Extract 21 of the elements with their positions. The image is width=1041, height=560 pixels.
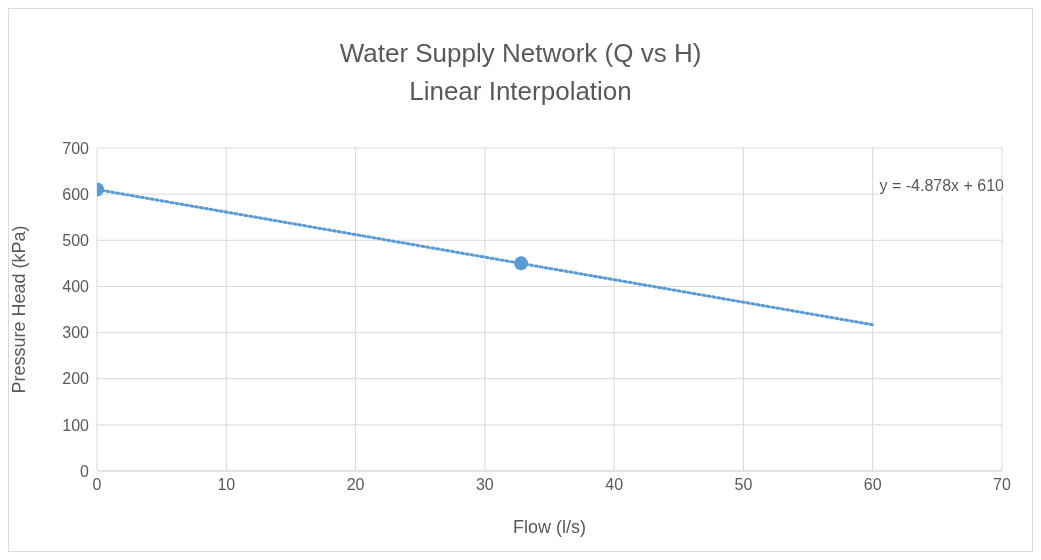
y-tick-label: 700 <box>62 139 90 157</box>
x-tick-label: 30 <box>475 476 494 494</box>
x-tick-label: 10 <box>217 476 236 494</box>
y-tick-label: 300 <box>62 324 90 342</box>
annotation: y = -4.878x + 610 <box>879 177 1004 195</box>
y-tick-label: 500 <box>62 231 90 249</box>
y-tick-label: 600 <box>62 185 90 203</box>
x-tick-label: 70 <box>993 476 1011 494</box>
y-tick-label: 0 <box>80 462 90 480</box>
x-tick-label: 50 <box>734 476 753 494</box>
x-tick-label: 40 <box>605 476 624 494</box>
x-tick-label: 20 <box>346 476 365 494</box>
y-tick-label: 400 <box>62 278 90 296</box>
chart-subtitle: Linear Interpolation <box>408 75 633 108</box>
y-tick-label: 100 <box>62 416 90 434</box>
x-axis-title: Flow (l/s) <box>513 517 586 537</box>
y-axis-title: Pressure Head (kPa) <box>9 225 30 394</box>
x-tick-label: 0 <box>92 476 102 494</box>
chart-title: Water Supply Network (Q vs H) <box>338 37 703 70</box>
x-tick-label: 60 <box>863 476 882 494</box>
y-tick-label: 200 <box>62 370 90 388</box>
